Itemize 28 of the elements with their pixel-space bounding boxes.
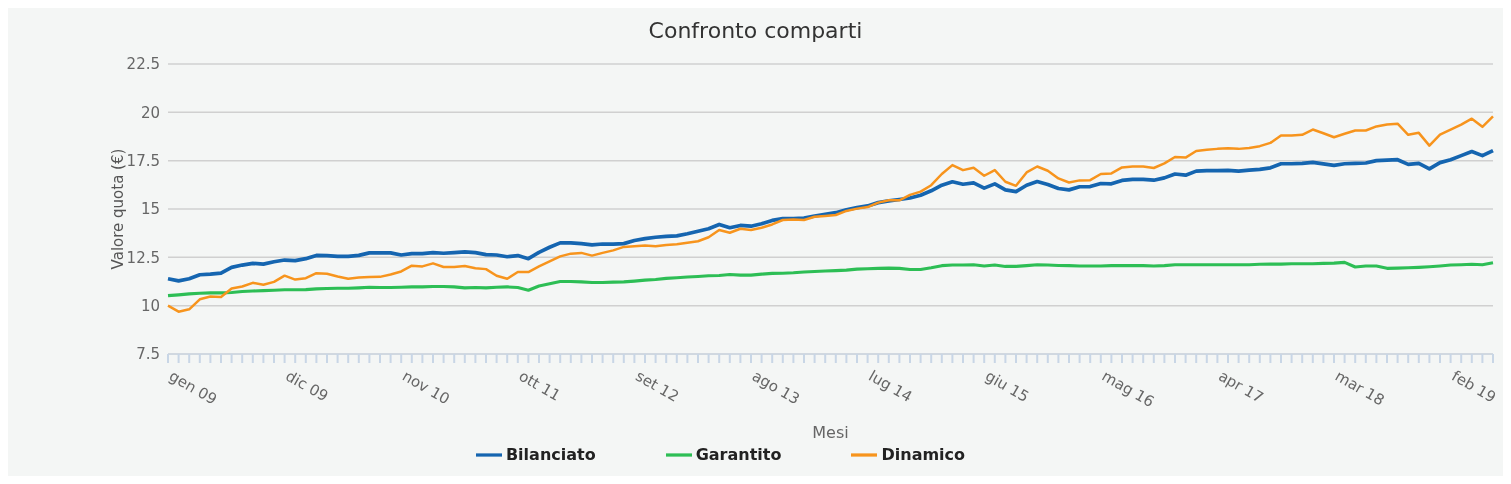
x-tick-label: ott 11 — [515, 366, 564, 405]
x-tick-label: lug 14 — [865, 366, 916, 406]
y-tick-label: 7.5 — [136, 345, 160, 364]
line-series — [166, 260, 1495, 298]
y-tick-label: 20 — [140, 103, 160, 122]
y-tick-label: 22.5 — [126, 55, 160, 74]
chart-title: Confronto comparti — [647, 18, 864, 43]
x-tick-label: giu 15 — [982, 366, 1032, 406]
x-tick-label: nov 10 — [399, 366, 453, 409]
x-tick-label: feb 19 — [1448, 366, 1500, 407]
y-tick-label: 12.5 — [126, 248, 160, 267]
y-tick-label: 15 — [140, 200, 160, 219]
x-tick-label: set 12 — [632, 366, 682, 406]
x-tick-label: dic 09 — [282, 366, 332, 406]
y-tick-label: 17.5 — [126, 151, 160, 170]
legend-label: Garantito — [695, 444, 782, 464]
x-axis-title: Mesi — [812, 423, 849, 442]
x-tick-label: mag 16 — [1098, 366, 1158, 412]
x-tick-label: gen 09 — [166, 366, 221, 409]
line-series — [166, 148, 1495, 283]
legend-label: Bilanciato — [505, 444, 596, 464]
x-tick-label: mar 18 — [1332, 366, 1388, 410]
legend-label: Dinamico — [881, 444, 966, 464]
line-series — [166, 115, 1495, 313]
y-axis-title: Valore quota (€) — [109, 148, 128, 270]
y-tick-label: 10 — [140, 296, 160, 315]
x-tick-label: apr 17 — [1215, 366, 1267, 407]
x-tick-label: ago 13 — [749, 366, 803, 409]
